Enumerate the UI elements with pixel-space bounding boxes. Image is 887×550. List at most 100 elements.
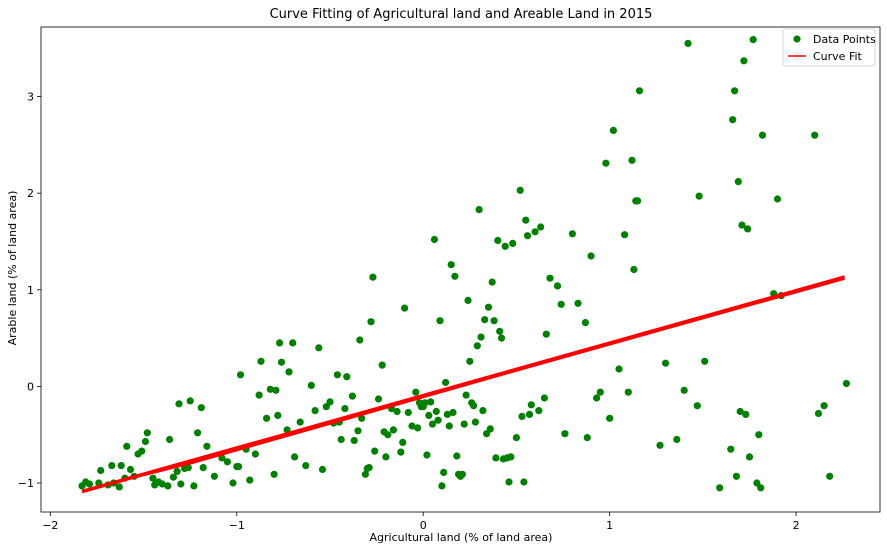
data-point	[512, 434, 521, 442]
data-point	[436, 317, 444, 325]
data-point	[740, 57, 748, 65]
data-point	[460, 420, 468, 428]
data-point	[673, 435, 681, 444]
y-axis-title: Arable land (% of land area)	[6, 191, 19, 346]
data-point	[229, 479, 237, 487]
data-point	[369, 273, 377, 281]
data-point	[318, 465, 327, 474]
data-point	[423, 451, 431, 459]
data-point	[581, 319, 590, 327]
data-point	[602, 159, 610, 167]
data-point	[628, 156, 636, 164]
x-tick-label: 2	[793, 519, 800, 532]
data-point	[358, 414, 366, 422]
curve-fit-line-lower	[81, 276, 845, 494]
data-point	[505, 478, 513, 486]
data-point	[177, 480, 185, 488]
data-point	[826, 472, 834, 480]
data-point	[289, 339, 297, 347]
data-point	[166, 435, 174, 444]
data-point	[164, 482, 172, 490]
y-tick-label: 1	[27, 284, 34, 297]
data-point	[143, 429, 151, 437]
data-point	[488, 278, 496, 286]
data-point	[434, 416, 442, 424]
data-point	[307, 381, 315, 389]
data-point	[263, 414, 271, 422]
data-point	[537, 223, 545, 231]
data-point	[773, 195, 782, 203]
data-point	[412, 388, 420, 396]
data-point	[842, 379, 851, 388]
data-point	[210, 472, 218, 480]
data-point	[662, 359, 670, 367]
data-point	[149, 474, 157, 482]
data-point	[531, 228, 539, 236]
x-tick-label: 0	[420, 519, 427, 532]
data-point	[684, 39, 692, 48]
data-point	[302, 462, 310, 470]
data-point	[561, 430, 569, 438]
data-point	[194, 429, 202, 437]
legend-marker-data-points	[793, 35, 801, 43]
data-point	[753, 479, 761, 487]
data-point	[255, 391, 263, 399]
data-point	[494, 236, 502, 245]
data-point	[85, 480, 94, 488]
data-point	[484, 303, 493, 311]
data-point	[276, 339, 284, 347]
data-point	[635, 87, 644, 95]
data-point	[223, 458, 231, 466]
data-point	[449, 408, 457, 417]
data-point	[404, 408, 412, 417]
data-point	[462, 391, 470, 399]
data-point	[123, 442, 131, 450]
data-point	[427, 398, 435, 406]
data-point	[814, 409, 823, 418]
data-point	[757, 484, 765, 492]
data-point	[481, 316, 489, 324]
data-point	[557, 300, 565, 308]
data-point	[520, 478, 528, 486]
data-point	[186, 397, 194, 405]
data-point	[496, 327, 504, 335]
data-point	[348, 392, 356, 400]
x-tick-label: −2	[42, 519, 58, 532]
data-point	[680, 386, 688, 394]
data-point	[401, 304, 409, 312]
data-point	[656, 441, 664, 449]
data-point	[236, 371, 245, 379]
data-point	[311, 407, 319, 415]
data-point	[693, 402, 701, 410]
data-point	[399, 438, 407, 446]
data-point	[443, 410, 451, 418]
data-point	[440, 468, 448, 476]
data-point	[442, 378, 450, 387]
data-point	[516, 186, 524, 194]
data-point	[451, 272, 459, 280]
data-point	[315, 344, 323, 352]
data-point	[731, 87, 739, 95]
x-tick-label: −1	[229, 519, 245, 532]
data-point	[296, 418, 304, 426]
data-point	[716, 484, 724, 492]
data-point	[285, 368, 293, 376]
data-point	[445, 422, 453, 430]
data-point	[745, 453, 754, 461]
data-point	[428, 420, 437, 428]
data-point	[583, 434, 591, 442]
data-point	[527, 401, 535, 409]
data-point	[97, 466, 105, 475]
x-axis: −2 −1 0 1 2	[42, 512, 800, 532]
data-point	[497, 334, 506, 342]
data-point	[729, 116, 737, 124]
data-point	[542, 330, 550, 338]
data-point	[438, 482, 446, 490]
data-point	[425, 411, 433, 419]
data-point	[337, 435, 345, 444]
data-point	[470, 402, 478, 410]
data-point	[141, 437, 149, 446]
data-point	[475, 206, 483, 214]
data-point	[184, 464, 192, 472]
